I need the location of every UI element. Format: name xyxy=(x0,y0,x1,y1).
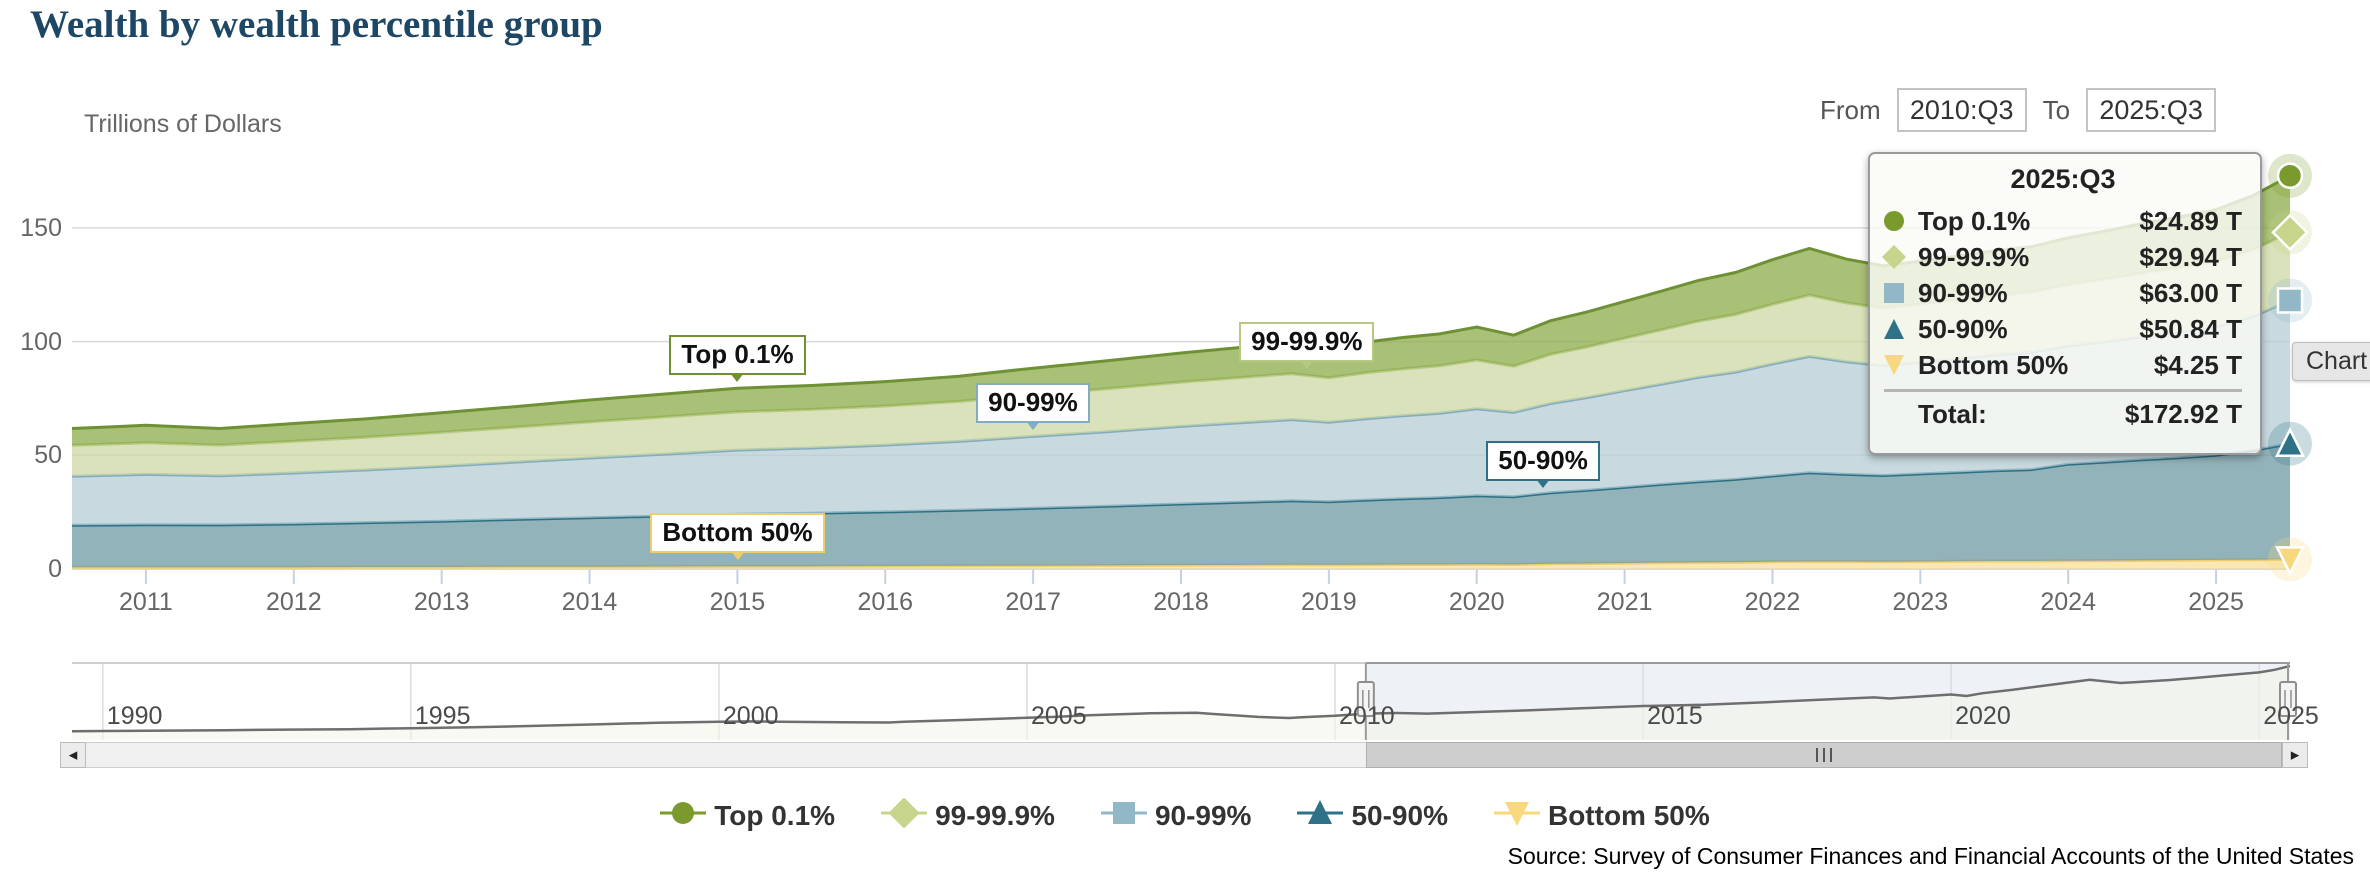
xaxis-label: 2021 xyxy=(1596,588,1653,616)
from-date-input[interactable]: 2010:Q3 xyxy=(1896,88,2027,132)
series-label-90-99: 90-99% xyxy=(976,383,1090,431)
xaxis-label: 2024 xyxy=(2040,588,2096,616)
circle-marker-icon xyxy=(660,798,707,833)
arrow-left-icon: ◂ xyxy=(68,745,78,764)
series-label-bottom-50: Bottom 50% xyxy=(650,513,825,561)
navigator-label: 2025 xyxy=(2263,702,2319,730)
square-marker-icon xyxy=(1884,283,1904,303)
tooltip-row: 90-99% $63.00 T xyxy=(1884,275,2242,311)
xaxis-label: 2011 xyxy=(119,588,173,616)
triangle-marker-icon xyxy=(1884,319,1904,339)
tooltip-total-row: Total: $172.92 T xyxy=(1884,389,2242,430)
diamond-marker-icon xyxy=(881,797,928,833)
circle-marker-icon xyxy=(1884,211,1904,231)
yaxis-label: 150 xyxy=(20,213,62,242)
area-3 xyxy=(72,232,2290,477)
to-label: To xyxy=(2042,94,2071,125)
scrollbar-left-arrow-button[interactable]: ◂ xyxy=(60,742,86,768)
xaxis-label: 2014 xyxy=(561,588,618,616)
scrollbar-right-arrow-button[interactable]: ▸ xyxy=(2282,742,2308,768)
diamond-marker-icon xyxy=(1881,244,1907,270)
callout-pointer xyxy=(730,373,745,383)
navigator-line xyxy=(71,664,2291,733)
chart-legend: Top 0.1% 99-99.9% 90-99% 50-90% Bottom 5… xyxy=(0,797,2370,833)
xaxis-label: 2012 xyxy=(265,588,322,616)
arrow-right-icon: ▸ xyxy=(2290,745,2300,764)
callout-pointer xyxy=(1025,421,1040,431)
yaxis-label: 100 xyxy=(20,327,62,356)
callout-pointer xyxy=(730,551,745,561)
series-label-99-99-9: 99-99.9% xyxy=(1239,322,1375,370)
xaxis-label: 2019 xyxy=(1301,588,1357,616)
xaxis-label: 2015 xyxy=(709,588,766,616)
chart-tooltip: 2025:Q3 Top 0.1% $24.89 T 99-99.9% $29.9… xyxy=(1868,152,2262,455)
series-label-top-0-1: Top 0.1% xyxy=(669,335,806,383)
from-label: From xyxy=(1820,94,1881,125)
tooltip-row: 99-99.9% $29.94 T xyxy=(1881,239,2242,275)
xaxis-label: 2022 xyxy=(1744,588,1801,616)
source-note: Source: Survey of Consumer Finances and … xyxy=(1507,843,2354,869)
navigator-label: 2000 xyxy=(722,702,779,730)
xaxis-label: 2023 xyxy=(1892,588,1949,616)
legend-item-99-99-9[interactable]: 99-99.9% xyxy=(881,797,1055,833)
triangle-down-marker-icon xyxy=(1493,798,1540,833)
area-0 xyxy=(72,559,2290,569)
page-title: Wealth by wealth percentile group xyxy=(30,3,603,46)
chart-hover-tip: Chart xyxy=(2292,342,2370,381)
scrollbar-thumb[interactable] xyxy=(1366,742,2282,768)
triangle-down-marker-icon xyxy=(1884,355,1904,375)
navigator-area xyxy=(72,666,2290,740)
navigator-label: 1995 xyxy=(414,702,471,730)
legend-item-50-90[interactable]: 50-90% xyxy=(1297,798,1448,833)
tooltip-period: 2025:Q3 xyxy=(2010,164,2116,194)
navigator-handle-right[interactable] xyxy=(2279,681,2297,717)
callout-pointer xyxy=(1299,360,1314,370)
xaxis-label: 2016 xyxy=(857,588,914,616)
legend-item-90-99[interactable]: 90-99% xyxy=(1100,798,1251,833)
to-date-input[interactable]: 2025:Q3 xyxy=(2086,88,2217,132)
square-marker-icon xyxy=(1100,798,1147,833)
legend-item-top-0-1[interactable]: Top 0.1% xyxy=(660,798,835,833)
xaxis-label: 2013 xyxy=(413,588,470,616)
triangle-marker-icon xyxy=(1297,798,1344,833)
yaxis-label: 0 xyxy=(48,555,62,583)
navigator-handle-left[interactable] xyxy=(1356,681,1375,717)
navigator-label: 2015 xyxy=(1647,702,1703,730)
series-label-50-90: 50-90% xyxy=(1486,440,1600,488)
navigator-label: 1990 xyxy=(106,702,163,730)
navigator-label: 2020 xyxy=(1955,702,2011,730)
xaxis-label: 2020 xyxy=(1448,588,1505,616)
xaxis-label: 2018 xyxy=(1153,588,1209,616)
tooltip-row: Bottom 50% $4.25 T xyxy=(1884,347,2242,383)
navigator-label: 2010 xyxy=(1339,702,1395,730)
date-range-controls: From 2010:Q3 To 2025:Q3 xyxy=(1820,88,2217,132)
tooltip-row: 50-90% $50.84 T xyxy=(1884,311,2242,347)
navigator-label: 2005 xyxy=(1030,702,1087,730)
area-2 xyxy=(72,300,2290,526)
yaxis-units-label: Trillions of Dollars xyxy=(84,110,282,138)
navigator-scrollbar[interactable]: ◂ ▸ xyxy=(0,742,2370,768)
tooltip-row: Top 0.1% $24.89 T xyxy=(1884,203,2242,239)
legend-item-bottom-50[interactable]: Bottom 50% xyxy=(1493,798,1710,833)
yaxis-label: 50 xyxy=(34,441,62,470)
callout-pointer xyxy=(1536,478,1551,488)
xaxis-label: 2017 xyxy=(1005,588,1061,616)
xaxis-label: 2025 xyxy=(2188,588,2244,616)
